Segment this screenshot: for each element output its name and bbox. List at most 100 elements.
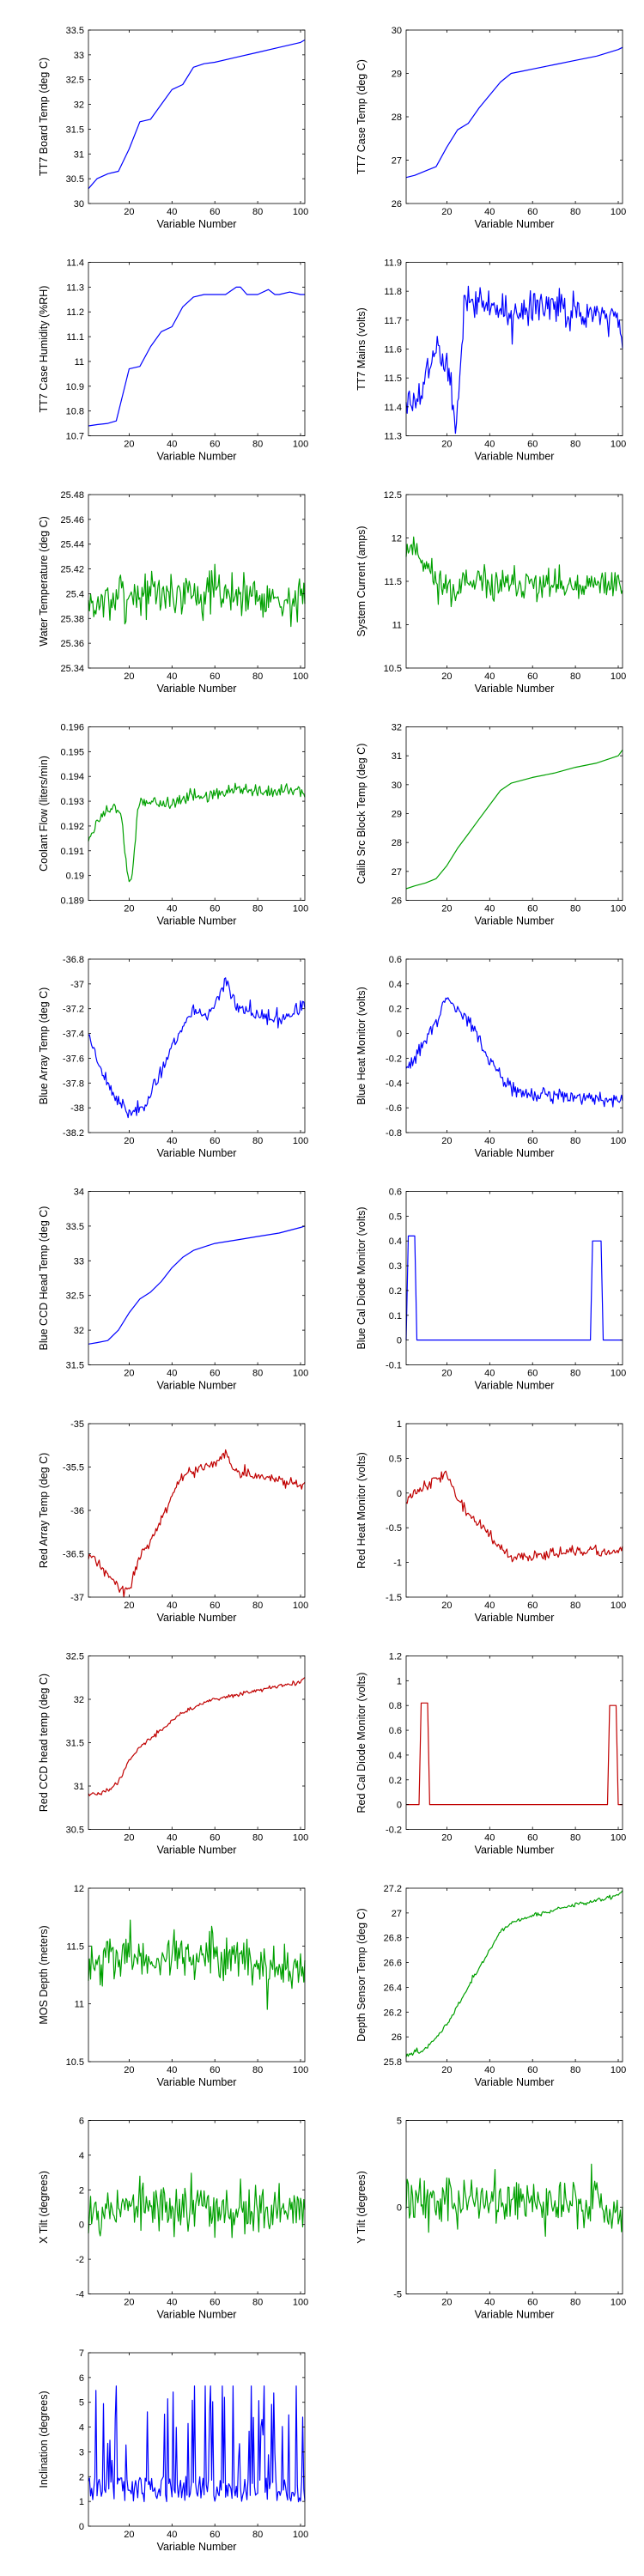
coolant-flow-y-tick-label: 0.192: [60, 822, 84, 832]
tt7-case-humidity-y-axis-label: TT7 Case Humidity (%RH): [38, 286, 50, 413]
inclination-x-tick-label: 80: [252, 2530, 263, 2540]
system-current-x-tick-label: 40: [484, 671, 495, 682]
depth-sensor-temp-x-tick-label: 40: [484, 2065, 495, 2075]
blue-cal-diode-monitor-x-tick-label: 80: [570, 1369, 580, 1379]
blue-heat-monitor-y-tick-label: 0.4: [389, 980, 402, 990]
blue-array-temp-x-tick-label: 20: [124, 1136, 134, 1146]
water-temperature-y-tick-label: 25.4: [66, 589, 84, 599]
red-ccd-head-temp-x-tick-label: 60: [210, 1833, 220, 1844]
depth-sensor-temp-y-tick-label: 27.2: [384, 1884, 402, 1894]
blue-heat-monitor-y-tick-label: -0.2: [386, 1054, 402, 1064]
calib-src-block-temp-y-tick-label: 26: [392, 896, 402, 907]
blue-array-temp-y-tick-label: -37: [70, 980, 84, 990]
tt7-case-temp-x-tick-label: 80: [570, 207, 580, 217]
x-tilt-x-tick-label: 20: [124, 2298, 134, 2308]
red-heat-monitor-series-line: [405, 1470, 623, 1563]
tt7-mains-x-tick-label: 60: [527, 440, 538, 450]
inclination-y-tick-label: 7: [79, 2348, 84, 2359]
system-current-series-line: [405, 536, 623, 608]
tt7-mains-y-tick-label: 11.7: [384, 316, 402, 326]
coolant-flow-y-tick-label: 0.189: [60, 896, 84, 907]
red-array-temp-y-tick-label: -35.5: [63, 1463, 84, 1473]
blue-array-temp-x-tick-label: 80: [252, 1136, 263, 1146]
blue-cal-diode-monitor-series-line: [405, 1235, 623, 1341]
water-temperature-series-line: [88, 563, 306, 628]
system-current-y-tick-label: 12: [392, 534, 402, 544]
red-heat-monitor-y-tick-label: 0.5: [389, 1454, 402, 1464]
tt7-case-temp-y-tick-label: 28: [392, 112, 402, 123]
tt7-case-temp-x-tick-label: 60: [527, 207, 538, 217]
red-heat-monitor-y-axis-label: Red Heat Monitor (volts): [355, 1452, 368, 1568]
blue-array-temp-x-tick-label: 100: [293, 1136, 308, 1146]
blue-heat-monitor-y-tick-label: -0.6: [386, 1103, 402, 1114]
tt7-board-temp-y-tick-label: 31: [74, 149, 84, 160]
coolant-flow-y-tick-label: 0.191: [60, 847, 84, 857]
system-current-x-tick-label: 80: [570, 671, 580, 682]
blue-array-temp-y-tick-label: -37.6: [63, 1054, 84, 1064]
red-cal-diode-monitor-y-axis-label: Red Cal Diode Monitor (volts): [355, 1673, 368, 1814]
calib-src-block-temp-x-tick-label: 100: [611, 904, 626, 914]
blue-cal-diode-monitor-y-axis-label: Blue Cal Diode Monitor (volts): [355, 1206, 368, 1349]
water-temperature-x-tick-label: 60: [210, 671, 220, 682]
blue-heat-monitor-y-tick-label: 0.2: [389, 1005, 402, 1015]
blue-array-temp-y-axis-label: Blue Array Temp (deg C): [38, 987, 50, 1105]
blue-ccd-head-temp-y-tick-label: 33: [74, 1256, 84, 1267]
tt7-case-humidity-y-tick-label: 10.8: [66, 407, 84, 417]
blue-cal-diode-monitor-chart: 20 40 60 80 100 -0.1 0 0.1 0.2 0.3 0.4 0.5 0.6 Variab…: [355, 1188, 626, 1392]
calib-src-block-temp-axes-box: [405, 726, 623, 901]
red-cal-diode-monitor-x-axis-label: Variable Number: [475, 1844, 555, 1856]
tt7-case-humidity-y-tick-label: 11.2: [66, 307, 84, 318]
x-tilt-y-tick-label: 4: [79, 2151, 84, 2161]
red-array-temp-chart: 20 40 60 80 100 -37 -36.5 -36 -35.5 -35 Variable N…: [38, 1419, 308, 1624]
red-heat-monitor-y-tick-label: -1.5: [386, 1593, 402, 1603]
x-tilt-x-axis-label: Variable Number: [157, 2309, 237, 2321]
red-heat-monitor-chart: 20 40 60 80 100 -1.5 -1 -0.5 0 0.5 1 Variable Numbe…: [355, 1419, 626, 1624]
x-tilt-axes-box: [88, 2120, 306, 2294]
depth-sensor-temp-y-tick-label: 26.2: [384, 2008, 402, 2018]
x-tilt-y-tick-label: 6: [79, 2117, 84, 2127]
tt7-case-humidity-y-tick-label: 11: [75, 357, 84, 368]
depth-sensor-temp-y-tick-label: 26.4: [384, 1983, 402, 1993]
inclination-x-axis-label: Variable Number: [157, 2541, 237, 2553]
blue-heat-monitor-axes-box: [405, 958, 623, 1133]
blue-array-temp-y-tick-label: -37.2: [63, 1005, 84, 1015]
tt7-case-humidity-x-tick-label: 60: [210, 440, 220, 450]
blue-cal-diode-monitor-y-tick-label: 0.2: [389, 1286, 402, 1297]
calib-src-block-temp-y-tick-label: 27: [392, 867, 402, 878]
mos-depth-y-tick-label: 10.5: [66, 2057, 84, 2068]
red-array-temp-axes-box: [88, 1423, 306, 1598]
blue-ccd-head-temp-y-tick-label: 33.5: [66, 1222, 84, 1232]
red-cal-diode-monitor-y-tick-label: 1: [397, 1676, 402, 1686]
red-ccd-head-temp-y-tick-label: 30.5: [66, 1826, 84, 1836]
y-tilt-x-tick-label: 80: [570, 2298, 580, 2308]
mos-depth-x-tick-label: 100: [293, 2065, 308, 2075]
mos-depth-x-tick-label: 20: [124, 2065, 134, 2075]
tt7-case-temp-y-axis-label: TT7 Case Temp (deg C): [355, 59, 368, 174]
red-cal-diode-monitor-axes-box: [405, 1656, 623, 1830]
red-heat-monitor-y-tick-label: -0.5: [386, 1523, 402, 1534]
water-temperature-x-axis-label: Variable Number: [157, 683, 237, 695]
tt7-case-humidity-x-tick-label: 40: [167, 440, 177, 450]
blue-heat-monitor-x-tick-label: 100: [611, 1136, 626, 1146]
red-cal-diode-monitor-y-tick-label: 0.4: [389, 1751, 402, 1761]
inclination-y-tick-label: 3: [79, 2447, 84, 2458]
red-array-temp-x-axis-label: Variable Number: [157, 1612, 237, 1624]
mos-depth-series-line: [88, 1919, 306, 2010]
red-ccd-head-temp-y-axis-label: Red CCD head temp (deg C): [38, 1674, 50, 1812]
calib-src-block-temp-y-tick-label: 31: [392, 751, 402, 762]
depth-sensor-temp-series-line: [405, 1890, 623, 2057]
blue-cal-diode-monitor-x-axis-label: Variable Number: [475, 1380, 555, 1392]
inclination-x-tick-label: 100: [293, 2530, 308, 2540]
tt7-case-humidity-x-axis-label: Variable Number: [157, 451, 237, 463]
tt7-board-temp-chart: 20 40 60 80 100 30 30.5 31 31.5 32 32.5 33 33.5 Varia…: [38, 26, 308, 230]
x-tilt-series-line: [88, 2172, 306, 2239]
water-temperature-x-tick-label: 40: [167, 671, 177, 682]
system-current-x-tick-label: 60: [527, 671, 538, 682]
depth-sensor-temp-chart: 20 40 60 80 100 25.8 26 26.2 26.4 26.6 26.8 27 27.2 V…: [355, 1884, 626, 2088]
mos-depth-x-axis-label: Variable Number: [157, 2076, 237, 2088]
water-temperature-y-tick-label: 25.38: [60, 614, 84, 624]
blue-ccd-head-temp-x-tick-label: 20: [124, 1369, 134, 1379]
blue-array-temp-x-tick-label: 60: [210, 1136, 220, 1146]
system-current-y-tick-label: 11.5: [384, 577, 402, 587]
water-temperature-y-tick-label: 25.36: [60, 639, 84, 649]
